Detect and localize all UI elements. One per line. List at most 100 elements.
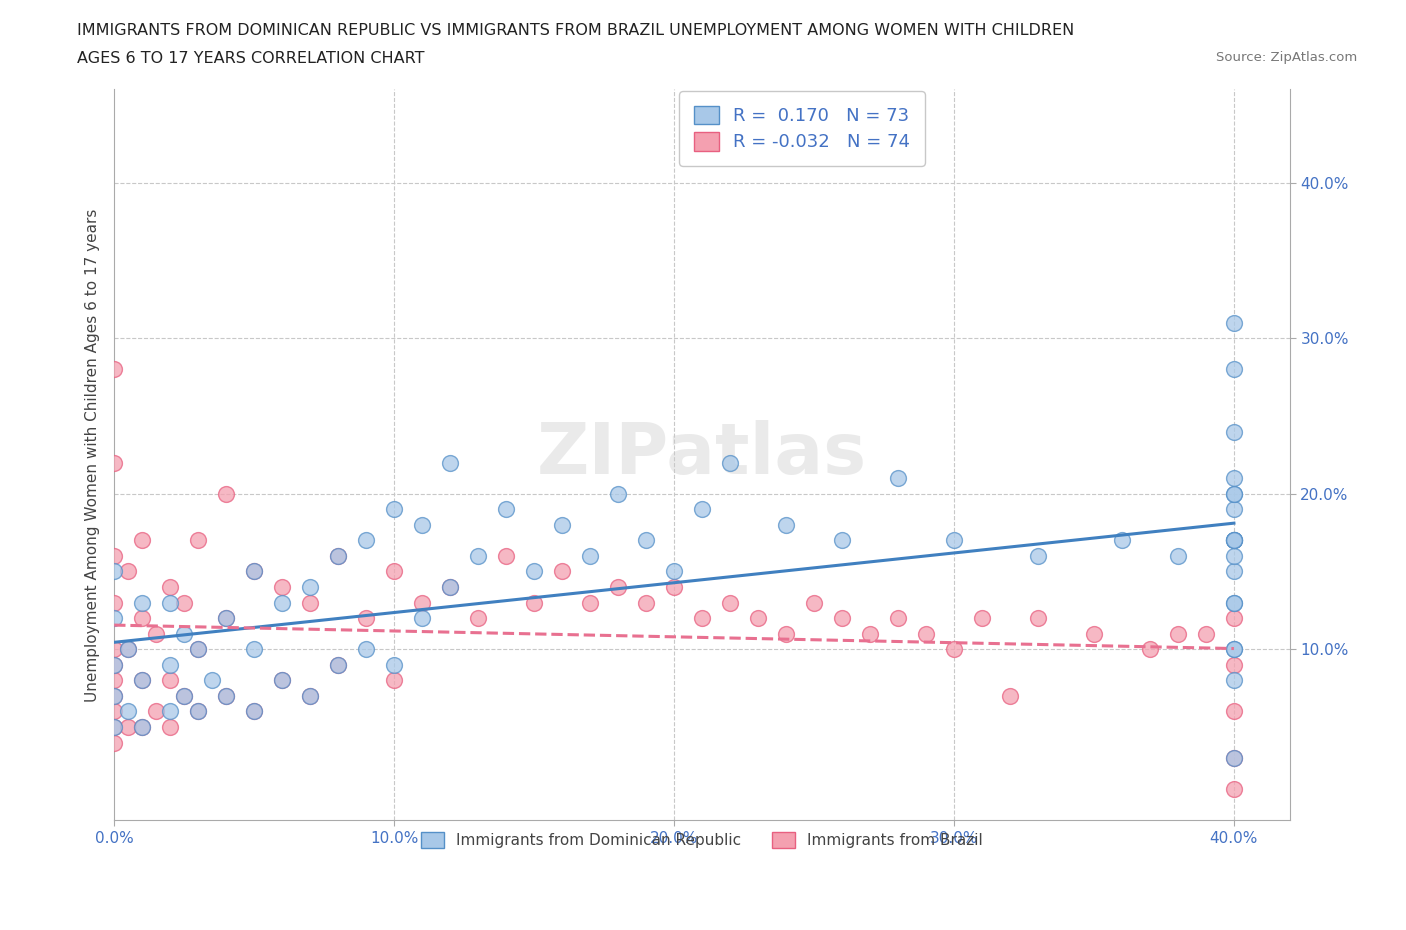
Point xyxy=(439,579,461,594)
Point xyxy=(1167,549,1189,564)
Point xyxy=(1111,533,1133,548)
Point xyxy=(690,502,713,517)
Point xyxy=(271,595,294,610)
Point xyxy=(887,471,910,485)
Point xyxy=(187,642,209,657)
Point xyxy=(103,642,125,657)
Point xyxy=(103,673,125,688)
Point xyxy=(579,595,602,610)
Point xyxy=(439,455,461,470)
Point xyxy=(382,564,405,578)
Point xyxy=(187,704,209,719)
Point xyxy=(131,595,153,610)
Point xyxy=(326,549,349,564)
Point xyxy=(970,611,993,626)
Point xyxy=(1195,626,1218,641)
Point xyxy=(551,517,574,532)
Point xyxy=(354,611,377,626)
Point xyxy=(1026,549,1049,564)
Point xyxy=(1223,502,1246,517)
Point xyxy=(159,720,181,735)
Point xyxy=(173,688,195,703)
Point xyxy=(131,611,153,626)
Point xyxy=(662,564,685,578)
Point xyxy=(117,642,139,657)
Point xyxy=(117,642,139,657)
Point xyxy=(1223,533,1246,548)
Point xyxy=(382,673,405,688)
Point xyxy=(243,704,266,719)
Point xyxy=(173,595,195,610)
Point xyxy=(103,658,125,672)
Y-axis label: Unemployment Among Women with Children Ages 6 to 17 years: Unemployment Among Women with Children A… xyxy=(86,208,100,701)
Point xyxy=(943,533,966,548)
Point xyxy=(103,688,125,703)
Point xyxy=(103,362,125,377)
Point xyxy=(1223,611,1246,626)
Point xyxy=(1223,642,1246,657)
Point xyxy=(145,704,167,719)
Point xyxy=(1223,751,1246,765)
Point xyxy=(887,611,910,626)
Point xyxy=(215,611,238,626)
Point xyxy=(718,455,741,470)
Point xyxy=(1223,658,1246,672)
Point xyxy=(103,720,125,735)
Point xyxy=(159,673,181,688)
Point xyxy=(117,720,139,735)
Point xyxy=(354,642,377,657)
Point xyxy=(326,549,349,564)
Point xyxy=(103,549,125,564)
Point xyxy=(747,611,769,626)
Point xyxy=(662,579,685,594)
Point xyxy=(1223,704,1246,719)
Point xyxy=(159,704,181,719)
Point xyxy=(859,626,882,641)
Point xyxy=(299,579,322,594)
Point xyxy=(145,626,167,641)
Point xyxy=(467,611,489,626)
Point xyxy=(523,595,546,610)
Point xyxy=(159,595,181,610)
Point xyxy=(1223,424,1246,439)
Point xyxy=(1139,642,1161,657)
Point xyxy=(299,688,322,703)
Point xyxy=(1223,533,1246,548)
Point xyxy=(551,564,574,578)
Point xyxy=(998,688,1021,703)
Point xyxy=(103,720,125,735)
Text: ZIPatlas: ZIPatlas xyxy=(537,420,868,489)
Point xyxy=(354,533,377,548)
Point xyxy=(382,502,405,517)
Point xyxy=(411,595,433,610)
Legend: Immigrants from Dominican Republic, Immigrants from Brazil: Immigrants from Dominican Republic, Immi… xyxy=(409,819,995,860)
Point xyxy=(1223,751,1246,765)
Point xyxy=(131,533,153,548)
Point xyxy=(1223,673,1246,688)
Point xyxy=(1223,782,1246,797)
Point xyxy=(117,564,139,578)
Point xyxy=(173,626,195,641)
Point xyxy=(1223,642,1246,657)
Point xyxy=(103,704,125,719)
Point xyxy=(117,704,139,719)
Point xyxy=(103,455,125,470)
Point xyxy=(271,579,294,594)
Point xyxy=(775,626,797,641)
Point xyxy=(411,611,433,626)
Point xyxy=(1223,315,1246,330)
Point xyxy=(579,549,602,564)
Point xyxy=(495,502,517,517)
Point xyxy=(495,549,517,564)
Point xyxy=(411,517,433,532)
Point xyxy=(187,642,209,657)
Point xyxy=(187,704,209,719)
Point xyxy=(1223,564,1246,578)
Point xyxy=(243,564,266,578)
Point xyxy=(243,642,266,657)
Point xyxy=(299,688,322,703)
Point xyxy=(803,595,825,610)
Point xyxy=(131,673,153,688)
Point xyxy=(718,595,741,610)
Point xyxy=(1223,486,1246,501)
